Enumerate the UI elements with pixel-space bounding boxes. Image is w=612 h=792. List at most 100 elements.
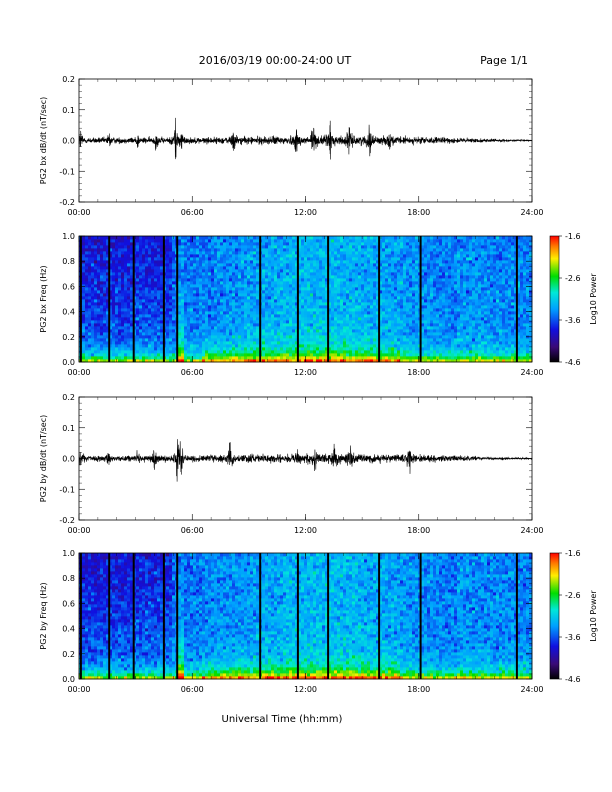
spectrogram-cell [94,320,98,324]
spectrogram-cell [337,272,341,276]
spectrogram-cell [169,356,173,360]
spectrogram-cell [361,236,365,240]
spectrogram-cell [190,350,194,354]
spectrogram-cell [169,257,173,261]
spectrogram-cell [373,242,377,246]
spectrogram-cell [226,296,230,300]
spectrogram-cell [172,290,176,294]
spectrogram-cell [289,260,293,264]
spectrogram-cell [265,260,269,264]
spectrogram-cell [172,275,176,279]
spectrogram-cell [313,245,317,249]
dbdt-trace [78,117,533,160]
spectrogram-cell [355,269,359,273]
spectrogram-cell [118,251,122,255]
spectrogram-cell [292,299,296,303]
spectrogram-cell [265,278,269,282]
spectrogram-cell [211,308,215,312]
spectrogram-cell [169,341,173,345]
spectrogram-cell [112,293,116,297]
spectrogram-cell [334,275,338,279]
spectrogram-cell [118,236,122,240]
spectrogram-cell [292,314,296,318]
spectrogram-cell [178,278,182,282]
spectrogram-cell [319,359,323,363]
spectrogram-cell [190,353,194,357]
spectrogram-cell [277,269,281,273]
spectrogram-cell [169,329,173,333]
spectrogram-cell [208,341,212,345]
spectrogram-cell [223,269,227,273]
spectrogram-cell [109,317,113,321]
spectrogram-cell [109,242,113,246]
spectrogram-cell [109,236,113,240]
spectrogram-cell [142,332,146,336]
spectrogram-cell [289,242,293,246]
spectrogram-cell [388,257,392,261]
spectrogram-cell [100,284,104,288]
spectrogram-cell [298,326,302,330]
spectrogram-cell [121,296,125,300]
spectrogram-cell [157,266,161,270]
spectrogram-cell [103,359,107,363]
spectrogram-cell [421,284,425,288]
spectrogram-cell [409,335,413,339]
spectrogram-cell [220,338,224,342]
spectrogram-cell [277,251,281,255]
spectrogram-cell [169,266,173,270]
spectrogram-cell [127,338,131,342]
spectrogram-cell [166,284,170,288]
spectrogram-cell [190,251,194,255]
spectrogram-cell [376,269,380,273]
spectrogram-cell [190,236,194,240]
spectrogram-cell [295,242,299,246]
spectrogram-cell [313,317,317,321]
spectrogram-cell [199,308,203,312]
spectrogram-cell [253,257,257,261]
spectrogram-cell [268,305,272,309]
spectrogram-cell [211,293,215,297]
spectrogram-cell [211,314,215,318]
spectrogram-cell [307,245,311,249]
spectrogram-cell [160,278,164,282]
spectrogram-cell [157,347,161,351]
spectrogram-cell [94,353,98,357]
spectrogram-cell [313,323,317,327]
spectrogram-cell [274,293,278,297]
spectrogram-cell [124,293,128,297]
spectrogram-cell [325,308,329,312]
spectrogram-cell [205,260,209,264]
spectrogram-cell [151,311,155,315]
spectrogram-cell [370,293,374,297]
spectrogram-cell [289,356,293,360]
spectrogram-cell [169,314,173,318]
spectrogram-cell [97,266,101,270]
spectrogram-cell [367,347,371,351]
spectrogram-cell [247,287,251,291]
spectrogram-cell [268,335,272,339]
spectrogram-cell [286,356,290,360]
spectrogram-cell [382,248,386,252]
spectrogram-cell [169,254,173,258]
spectrogram-cell [331,323,335,327]
spectrogram-cell [352,320,356,324]
spectrogram-cell [391,248,395,252]
spectrogram-cell [415,260,419,264]
spectrogram-cell [223,290,227,294]
spectrogram-cell [322,293,326,297]
spectrogram-cell [298,314,302,318]
spectrogram-cell [298,353,302,357]
spectrogram-cell [178,287,182,291]
spectrogram-cell [97,332,101,336]
spectrogram-cell [391,281,395,285]
spectrogram-cell [325,245,329,249]
spectrogram-cell [199,302,203,306]
spectrogram-cell [406,308,410,312]
spectrogram-cell [346,275,350,279]
spectrogram-cell [352,326,356,330]
spectrogram-cell [310,317,314,321]
spectrogram-cell [169,305,173,309]
spectrogram-cell [103,317,107,321]
spectrogram-cell [337,347,341,351]
spectrogram-cell [223,314,227,318]
